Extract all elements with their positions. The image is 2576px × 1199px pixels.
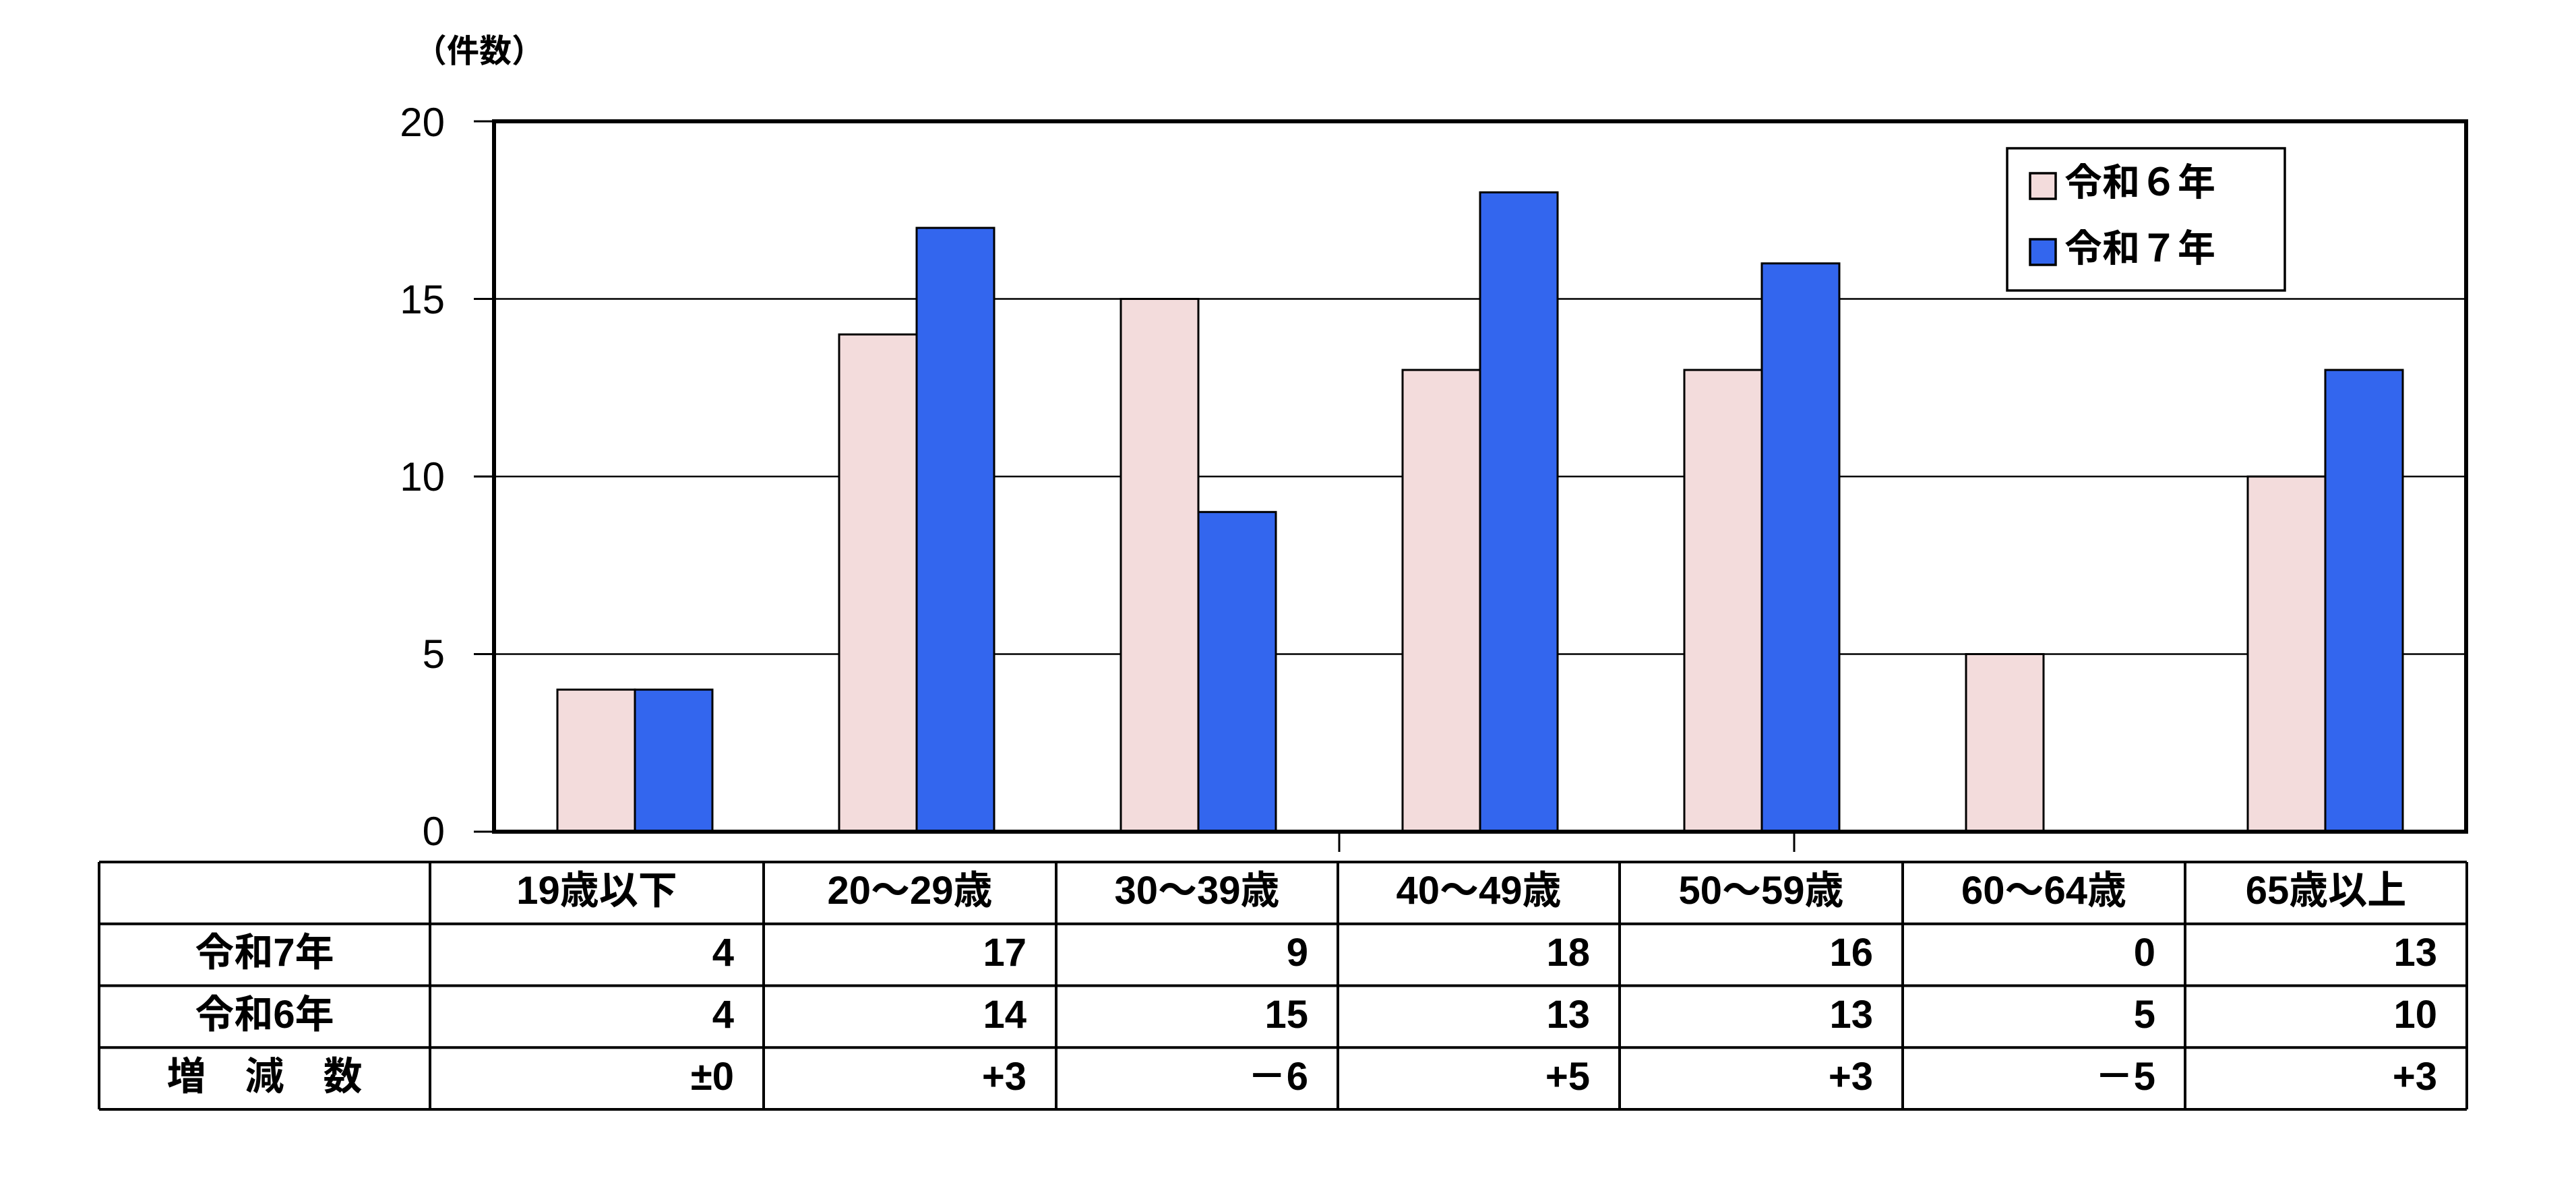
svg-text:±0: ±0 bbox=[691, 1055, 734, 1099]
svg-text:60～64歳: 60～64歳 bbox=[1961, 869, 2126, 913]
svg-text:+5: +5 bbox=[1545, 1055, 1590, 1099]
svg-text:－6: －6 bbox=[1248, 1055, 1308, 1099]
svg-text:令和7年: 令和7年 bbox=[195, 931, 334, 975]
svg-text:18: 18 bbox=[1546, 931, 1590, 975]
svg-text:令和6年: 令和6年 bbox=[195, 993, 334, 1037]
svg-text:13: 13 bbox=[1829, 993, 1873, 1037]
svg-text:0: 0 bbox=[2134, 931, 2155, 975]
svg-text:40～49歳: 40～49歳 bbox=[1396, 869, 1561, 913]
svg-text:17: 17 bbox=[983, 931, 1026, 975]
svg-text:50～59歳: 50～59歳 bbox=[1678, 869, 1843, 913]
svg-text:20: 20 bbox=[400, 100, 445, 145]
svg-text:10: 10 bbox=[400, 454, 445, 499]
svg-text:令和６年: 令和６年 bbox=[2064, 161, 2215, 204]
svg-text:+3: +3 bbox=[2393, 1055, 2437, 1099]
svg-text:65歳以上: 65歳以上 bbox=[2246, 869, 2407, 913]
svg-text:19歳以下: 19歳以下 bbox=[516, 869, 677, 913]
svg-text:4: 4 bbox=[712, 993, 734, 1037]
svg-text:30～39歳: 30～39歳 bbox=[1114, 869, 1279, 913]
svg-text:20～29歳: 20～29歳 bbox=[827, 869, 992, 913]
svg-text:15: 15 bbox=[1264, 993, 1308, 1037]
svg-text:10: 10 bbox=[2393, 993, 2437, 1037]
svg-text:14: 14 bbox=[983, 993, 1026, 1037]
svg-text:－5: －5 bbox=[2095, 1055, 2155, 1099]
svg-text:5: 5 bbox=[423, 632, 445, 677]
svg-text:13: 13 bbox=[2393, 931, 2437, 975]
svg-text:16: 16 bbox=[1829, 931, 1873, 975]
svg-text:13: 13 bbox=[1546, 993, 1590, 1037]
svg-text:15: 15 bbox=[400, 277, 445, 322]
svg-text:+3: +3 bbox=[1829, 1055, 1873, 1099]
svg-text:（件数）: （件数） bbox=[415, 34, 544, 69]
svg-text:+3: +3 bbox=[982, 1055, 1026, 1099]
svg-text:5: 5 bbox=[2134, 993, 2155, 1037]
svg-text:増 減 数: 増 減 数 bbox=[166, 1055, 362, 1099]
svg-text:0: 0 bbox=[423, 809, 445, 854]
svg-text:令和７年: 令和７年 bbox=[2064, 227, 2215, 270]
svg-text:9: 9 bbox=[1287, 931, 1308, 975]
svg-text:4: 4 bbox=[712, 931, 734, 975]
